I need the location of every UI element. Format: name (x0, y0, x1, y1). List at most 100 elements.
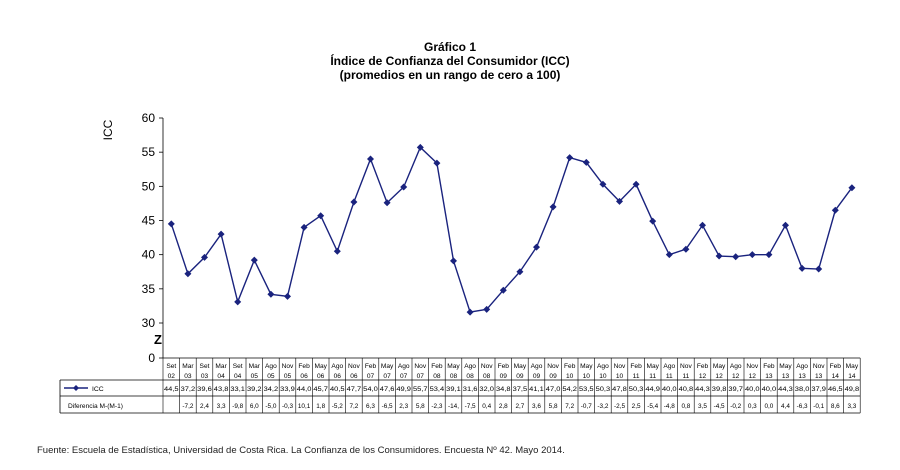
x-tick-label-month: Ago (531, 363, 543, 370)
x-tick-label-year: 12 (749, 373, 757, 380)
x-tick-label-year: 02 (168, 373, 176, 380)
x-tick-label-year: 07 (367, 373, 375, 380)
x-tick-label-month: Ago (663, 363, 675, 370)
data-label-icc: 55,7 (413, 386, 428, 393)
x-tick-label-year: 14 (848, 373, 856, 380)
data-point-icc (699, 221, 706, 229)
data-point-icc (499, 286, 507, 294)
data-label-icc: 40,0 (662, 386, 677, 393)
data-point-icc (665, 251, 673, 259)
x-tick-label-year: 13 (815, 373, 823, 380)
x-tick-label-month: Ago (730, 363, 742, 370)
y-tick-label: 45 (142, 214, 156, 228)
y-axis-label: ICC (101, 119, 115, 140)
x-tick-label-month: Ago (265, 363, 277, 370)
x-tick-label-month: May (514, 363, 527, 370)
x-tick-label-month: Set (233, 363, 243, 370)
x-tick-label-month: Feb (431, 363, 443, 370)
chart-subtitle-range: (promedios en un rango de cero a 100) (339, 68, 561, 82)
data-point-icc (217, 230, 225, 238)
data-label-difference: 0,4 (482, 403, 491, 410)
data-label-icc: 43,8 (214, 386, 229, 393)
x-tick-label-month: May (846, 363, 859, 370)
data-point-icc (516, 268, 524, 276)
x-tick-label-month: Nov (348, 363, 360, 370)
data-point-icc (815, 265, 823, 273)
data-label-difference: -14, (448, 403, 459, 410)
data-label-icc: 33,9 (280, 386, 295, 393)
data-label-difference: -0,1 (813, 403, 824, 410)
data-label-icc: 39,1 (446, 386, 461, 393)
data-point-icc (300, 223, 308, 231)
data-label-icc: 44,3 (778, 386, 793, 393)
x-tick-label-month: Set (166, 363, 176, 370)
y-tick-label: 0 (148, 351, 155, 365)
x-tick-label-year: 07 (383, 373, 391, 380)
data-label-difference: 2,3 (399, 403, 408, 410)
data-label-difference: 6,3 (366, 403, 375, 410)
data-point-icc (599, 180, 607, 188)
x-tick-label-year: 03 (201, 373, 209, 380)
data-label-icc: 39,2 (247, 386, 262, 393)
data-label-difference: -5,2 (332, 403, 343, 410)
data-label-difference: 10,1 (298, 403, 311, 410)
x-tick-label-month: Nov (547, 363, 559, 370)
x-tick-label-month: May (580, 363, 593, 370)
x-tick-label-month: Nov (680, 363, 692, 370)
data-label-difference: 7,2 (565, 403, 574, 410)
data-label-difference: -7,5 (465, 403, 476, 410)
x-tick-label-month: May (381, 363, 394, 370)
x-tick-label-year: 10 (583, 373, 591, 380)
x-tick-label-month: Feb (630, 363, 642, 370)
data-point-icc (383, 199, 391, 207)
data-point-icc (483, 305, 491, 313)
data-label-difference: -3,2 (597, 403, 608, 410)
data-label-icc: 37,5 (513, 386, 528, 393)
x-tick-label-month: Nov (481, 363, 493, 370)
data-label-difference: 5,8 (549, 403, 558, 410)
data-point-icc (450, 257, 457, 265)
data-label-difference: 4,4 (781, 403, 790, 410)
data-label-icc: 44,3 (695, 386, 710, 393)
data-point-icc (433, 159, 441, 167)
data-point-icc (798, 264, 806, 272)
axis-break-marker: Z (154, 332, 162, 347)
x-tick-label-year: 12 (699, 373, 707, 380)
x-tick-label-month: May (314, 363, 327, 370)
data-point-icc (167, 220, 175, 228)
data-point-icc (317, 212, 325, 220)
y-tick-label: 60 (142, 111, 156, 125)
data-point-icc (284, 292, 291, 300)
data-label-difference: 0,8 (681, 403, 690, 410)
x-tick-label-month: Nov (282, 363, 294, 370)
x-tick-label-month: Mar (215, 363, 227, 370)
x-tick-label-year: 06 (334, 373, 342, 380)
x-tick-label-month: Feb (298, 363, 310, 370)
x-tick-label-month: Nov (614, 363, 626, 370)
chart-title: Gráfico 1 (423, 40, 477, 54)
data-label-icc: 39,6 (197, 386, 212, 393)
data-label-difference: 6,0 (250, 403, 259, 410)
data-label-icc: 40,0 (745, 386, 760, 393)
series-line-icc (170, 146, 853, 313)
data-point-icc (416, 143, 424, 151)
chart-subtitle: Índice de Confianza del Consumidor (ICC) (330, 54, 570, 68)
data-label-icc: 37,9 (811, 386, 826, 393)
data-label-icc: 46,5 (828, 386, 843, 393)
data-label-icc: 44,5 (164, 386, 179, 393)
data-point-icc (533, 243, 540, 251)
x-tick-label-year: 13 (765, 373, 773, 380)
x-tick-label-year: 14 (832, 373, 840, 380)
data-point-icc (400, 183, 408, 191)
x-tick-label-month: May (713, 363, 726, 370)
x-tick-label-year: 10 (566, 373, 574, 380)
legend-marker (73, 385, 79, 391)
x-tick-label-year: 05 (267, 373, 275, 380)
data-point-icc (682, 245, 690, 253)
data-label-icc: 40,8 (679, 386, 694, 393)
data-point-icc (350, 198, 358, 206)
data-label-difference: -6,3 (797, 403, 808, 410)
y-tick-label: 50 (142, 179, 156, 193)
x-tick-label-year: 05 (284, 373, 292, 380)
